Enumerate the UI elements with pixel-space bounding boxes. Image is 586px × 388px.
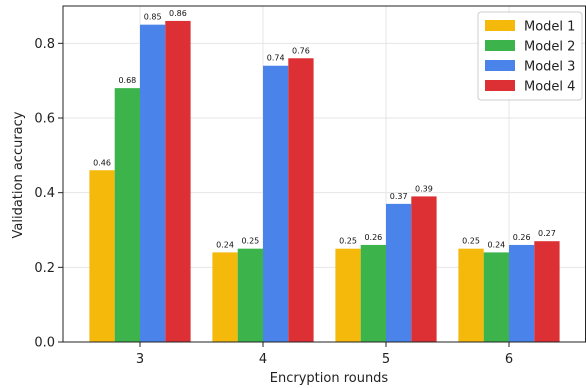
bar-value-label: 0.86 [169,9,187,18]
bar [288,58,314,343]
bar-value-label: 0.25 [339,237,357,246]
bar-value-label: 0.25 [241,237,259,246]
bar [509,244,535,342]
y-tick-label: 0.8 [34,37,55,52]
bar [140,24,166,343]
y-tick-label: 0.6 [34,112,55,127]
legend: Model 1 Model 2 Model 3 Model 4 [477,11,583,101]
bar-value-label: 0.37 [390,192,408,201]
bar-value-label: 0.24 [487,240,505,249]
bar [386,203,412,342]
legend-entry: Model 3 [524,60,575,75]
bar-value-label: 0.68 [118,76,136,85]
bar-value-label: 0.85 [144,13,162,22]
y-tick-label: 0.0 [34,336,55,351]
legend-swatch [485,60,515,71]
bar [114,88,140,342]
legend-entry: Model 2 [524,40,575,55]
bar [483,252,509,342]
y-tick-label: 0.2 [34,261,55,276]
legend-entry: Model 4 [524,80,575,95]
x-tick-label: 6 [505,352,513,367]
y-axis-label: Validation accuracy [11,111,26,238]
y-tick-label: 0.4 [34,186,55,201]
bar-labels: 0.46 0.24 0.25 0.25 0.68 0.25 0.26 0.24 0.85 0.74… [93,9,556,249]
legend-swatch [485,20,515,31]
x-tick-label: 4 [259,352,267,367]
legend-swatch [485,40,515,51]
bar [458,248,484,342]
legend-entry: Model 1 [524,20,575,35]
bars [89,20,560,343]
bar [89,170,115,342]
legend-frame [477,11,583,101]
bar-value-label: 0.26 [364,233,382,242]
x-axis-label: Encryption rounds [270,371,389,386]
bar-value-label: 0.26 [513,233,531,242]
bar [237,248,263,342]
bar [263,65,289,342]
bar [335,248,361,342]
bar [534,241,560,342]
bar-value-label: 0.39 [415,184,433,193]
bar-value-label: 0.74 [267,54,285,63]
bar [165,20,191,343]
legend-swatch [485,80,515,91]
x-ticks: 3 4 5 6 [136,342,513,367]
bar [360,244,386,342]
bar-value-label: 0.24 [216,240,234,249]
bar-value-label: 0.25 [462,237,480,246]
x-tick-label: 5 [382,352,390,367]
bar-value-label: 0.27 [538,229,556,238]
x-tick-label: 3 [136,352,144,367]
y-ticks: 0.0 0.2 0.4 0.6 0.8 [34,37,63,351]
bar-value-label: 0.46 [93,158,111,167]
bar-value-label: 0.76 [292,46,310,55]
bar [212,252,238,342]
bar [411,196,437,342]
